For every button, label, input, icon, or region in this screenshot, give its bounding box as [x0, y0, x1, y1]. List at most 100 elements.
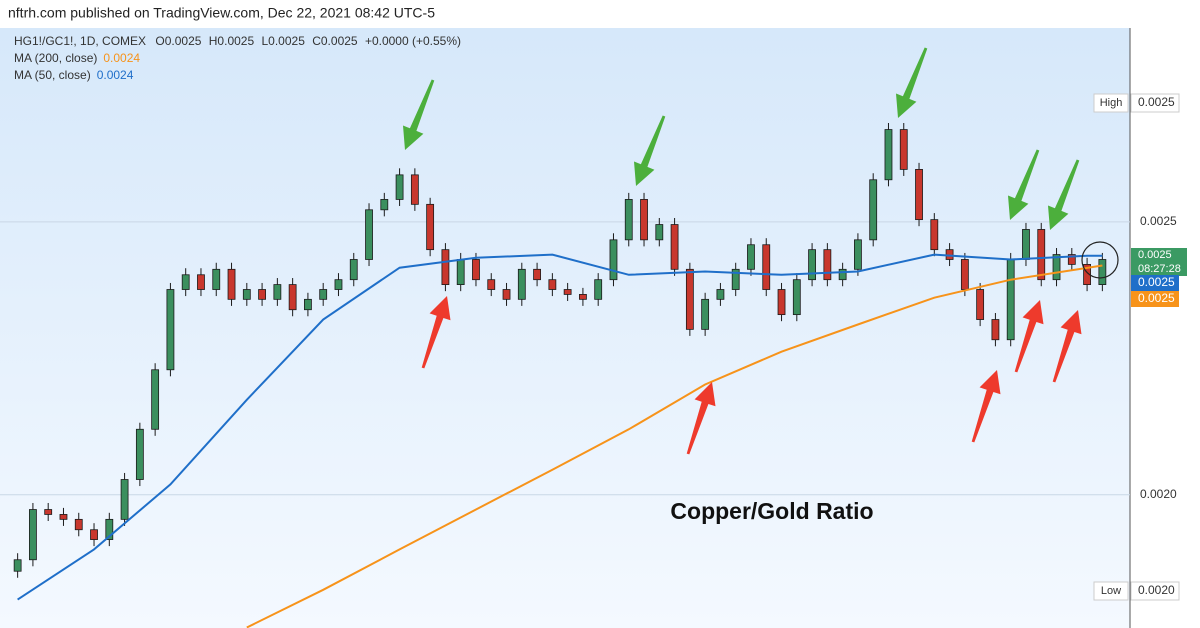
candle-body: [915, 169, 923, 221]
price-label: 0.0020: [1138, 583, 1175, 597]
candle-body: [701, 298, 710, 330]
candle-body: [655, 224, 664, 241]
candle-body: [991, 319, 1000, 341]
candle-body: [869, 179, 878, 241]
candle-body: [594, 279, 603, 300]
plot-background: [0, 28, 1130, 628]
candle-body: [777, 289, 786, 316]
candle-body: [426, 203, 435, 251]
candle-body: [1022, 229, 1030, 260]
price-label-name: High: [1100, 97, 1123, 109]
candle-body: [1037, 229, 1046, 281]
y-tick-label: 0.0020: [1140, 487, 1177, 501]
legend-entry: MA (200, close) 0.0024: [14, 51, 140, 65]
legend-entry: MA (50, close) 0.0024: [14, 68, 134, 82]
arrow: [1008, 149, 1040, 220]
candle-body: [410, 174, 419, 205]
plot: [0, 47, 1130, 628]
candle-body: [365, 209, 373, 260]
candle-body: [334, 279, 343, 290]
candle-body: [395, 174, 404, 200]
price-label-box: [1131, 248, 1187, 276]
candle-body: [884, 129, 893, 181]
candle-body: [29, 509, 37, 561]
candle-body: [762, 244, 771, 290]
candle-body: [472, 259, 480, 281]
candle-body: [899, 129, 908, 170]
arrow: [686, 382, 716, 455]
ma-line: [17, 253, 1103, 601]
candle-body: [44, 509, 53, 515]
price-label: 0.0025: [1138, 249, 1172, 261]
arrow: [403, 79, 435, 150]
arrow: [1052, 310, 1082, 383]
candle-body: [685, 268, 694, 330]
price-countdown: 08:27:28: [1138, 263, 1181, 275]
price-label-box: [1130, 93, 1180, 113]
candle-body: [976, 289, 985, 320]
candle-body: [731, 268, 740, 290]
candle-body: [74, 518, 83, 531]
price-scale: [1130, 28, 1200, 628]
candle-body: [456, 259, 465, 285]
candle-body: [197, 274, 205, 290]
candle-body: [716, 289, 725, 300]
candle-body: [502, 289, 511, 300]
change: +0.0000 (+0.55%): [365, 34, 461, 48]
candle-body: [90, 529, 98, 540]
price-label: 0.0025: [1138, 291, 1175, 305]
price-label-name: Low: [1101, 585, 1121, 597]
candle-body: [960, 259, 969, 290]
candle-body: [258, 289, 266, 300]
price-label-box: [1130, 581, 1180, 601]
arrow: [1048, 159, 1080, 230]
candle-body: [273, 284, 282, 300]
candle-body: [151, 369, 160, 430]
arrow: [971, 370, 1001, 443]
candle-body: [579, 294, 587, 300]
candle-body: [105, 518, 114, 540]
ohlc: C0.0025: [312, 34, 358, 48]
ohlc: L0.0025: [261, 34, 305, 48]
candle-body: [1098, 259, 1107, 285]
candle-body: [227, 268, 236, 300]
price-label: 0.0025: [1138, 95, 1175, 109]
candle-body: [533, 268, 541, 281]
candle-body: [823, 249, 832, 281]
candle-body: [563, 289, 572, 295]
ma-line: [246, 264, 1103, 628]
candle-body: [441, 249, 450, 285]
candle-body: [380, 199, 389, 211]
candle-body: [242, 289, 251, 300]
arrow: [421, 296, 451, 369]
candle-body: [808, 249, 816, 281]
candle-body: [1006, 259, 1015, 341]
header-bar: [0, 0, 1200, 28]
price-label-box: [1131, 275, 1179, 291]
ohlc: O0.0025: [155, 34, 201, 48]
candle-body: [854, 239, 862, 270]
legend-value: 0.0024: [103, 51, 140, 65]
candle-body: [304, 298, 312, 311]
price-label-tag: [1093, 581, 1129, 601]
price-label-tag: [1093, 93, 1129, 113]
price-label: 0.0025: [1138, 275, 1175, 289]
annotation: Copper/Gold Ratio: [670, 498, 873, 524]
candle-body: [166, 289, 175, 371]
candle-body: [792, 279, 801, 316]
candle-body: [517, 268, 526, 300]
arrow: [1014, 300, 1044, 373]
candle-body: [1083, 263, 1091, 285]
candle-body: [1067, 254, 1076, 265]
candle-body: [1052, 254, 1061, 281]
candle-body: [609, 239, 618, 281]
candle-body: [670, 224, 679, 270]
candle-body: [135, 428, 144, 480]
header-text: nftrh.com published on TradingView.com, …: [8, 5, 435, 21]
candle-body: [487, 279, 496, 290]
legend-name: MA (200, close): [14, 51, 97, 65]
candle-body: [181, 274, 190, 290]
candle-body: [930, 219, 939, 251]
candle-body: [319, 289, 328, 300]
